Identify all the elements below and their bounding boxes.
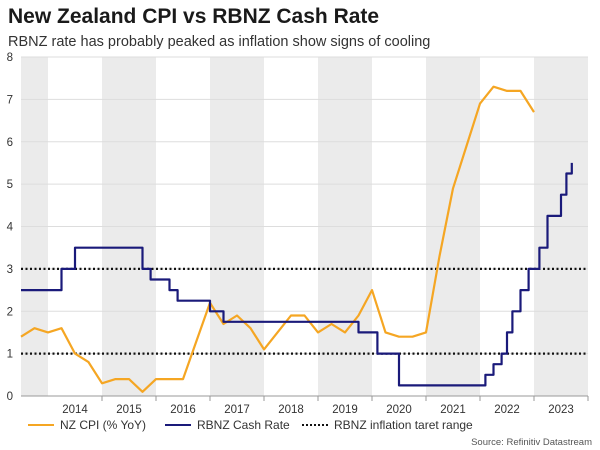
x-tick-label-2019: 2019 [332,404,358,416]
x-tick-label-2021: 2021 [440,404,466,416]
legend-swatch-range [302,424,328,426]
chart-title: New Zealand CPI vs RBNZ Cash Rate [8,5,380,28]
chart-legend: NZ CPI (% YoY) RBNZ Cash Rate RBNZ infla… [0,418,600,436]
legend-item-rate: RBNZ Cash Rate [165,418,290,432]
x-tick-label-2017: 2017 [224,404,250,416]
x-tick-label-2022: 2022 [494,404,520,416]
y-tick-label-4: 4 [7,222,14,234]
legend-label-rate: RBNZ Cash Rate [197,418,290,432]
chart-subtitle: RBNZ rate has probably peaked as inflati… [8,34,431,50]
y-tick-label-5: 5 [7,179,13,191]
legend-swatch-rate [165,424,191,426]
legend-label-cpi: NZ CPI (% YoY) [60,418,147,432]
y-tick-label-0: 0 [7,391,13,403]
y-tick-label-7: 7 [7,94,13,106]
y-tick-label-2: 2 [7,306,13,318]
legend-item-cpi: NZ CPI (% YoY) [28,418,146,432]
x-tick-label-2018: 2018 [278,404,304,416]
y-tick-label-6: 6 [7,137,13,149]
x-tick-label-2015: 2015 [116,404,142,416]
legend-swatch-cpi [28,424,54,426]
y-tick-label-3: 3 [7,264,13,276]
x-tick-label-2020: 2020 [386,404,412,416]
y-tick-label-1: 1 [7,349,13,361]
source-note: Source: Refinitiv Datastream [471,437,592,448]
legend-label-range: RBNZ inflation taret range [334,418,473,432]
series-line-nz-cpi [20,85,535,393]
legend-item-range: RBNZ inflation taret range [302,418,473,432]
series-line-rbnz-cash-rate [21,162,573,387]
x-tick-label-2023: 2023 [548,404,574,416]
y-tick-label-8: 8 [7,52,13,64]
x-tick-label-2016: 2016 [170,404,196,416]
x-tick-label-2014: 2014 [62,404,88,416]
